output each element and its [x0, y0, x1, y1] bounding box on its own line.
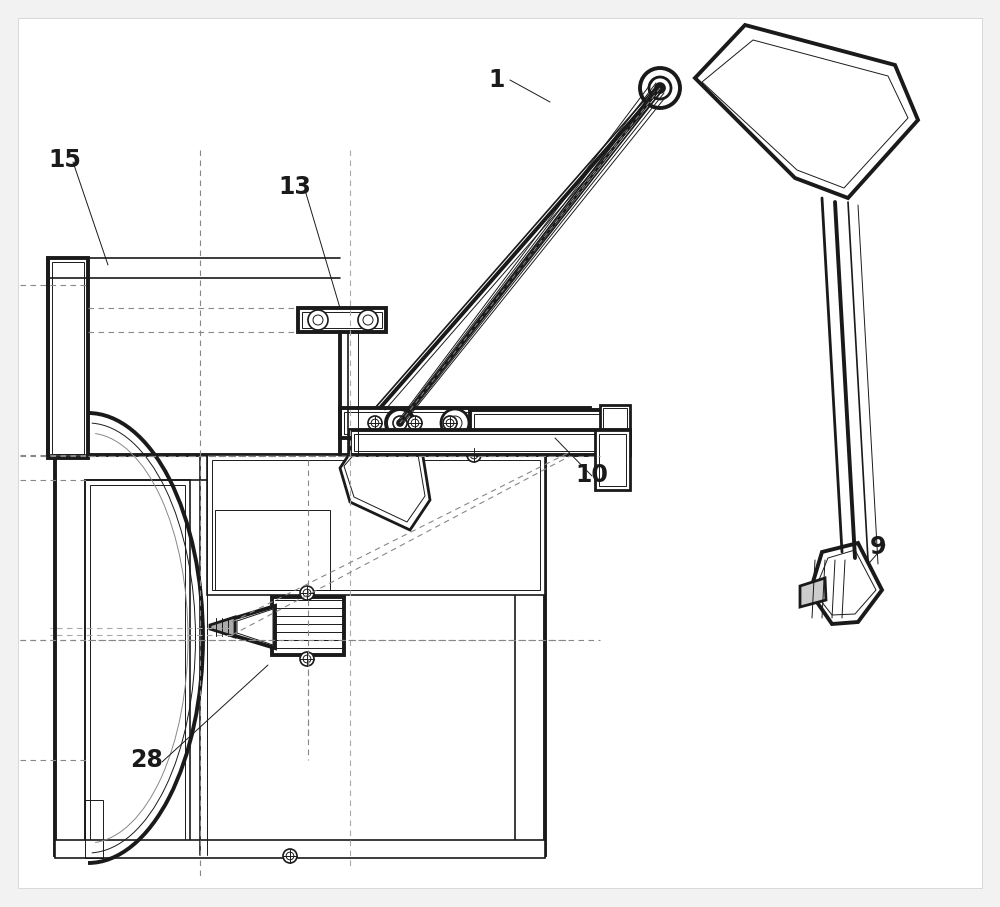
Circle shape: [443, 416, 457, 430]
Circle shape: [368, 416, 382, 430]
Bar: [350, 430, 630, 455]
Circle shape: [300, 652, 314, 666]
Circle shape: [467, 448, 481, 462]
Text: 28: 28: [130, 748, 163, 772]
Circle shape: [655, 83, 665, 93]
Bar: [354, 434, 626, 451]
Text: 1: 1: [488, 68, 504, 92]
Circle shape: [408, 416, 422, 430]
Bar: [272, 597, 344, 655]
Circle shape: [283, 849, 297, 863]
Bar: [52, 262, 84, 454]
Bar: [599, 434, 626, 486]
Circle shape: [386, 409, 414, 437]
Polygon shape: [232, 606, 275, 648]
Bar: [603, 408, 627, 437]
Bar: [600, 405, 630, 440]
Circle shape: [308, 310, 328, 330]
Bar: [48, 258, 88, 458]
Bar: [55, 840, 545, 858]
Bar: [595, 430, 630, 490]
Bar: [85, 480, 515, 850]
Text: 13: 13: [278, 175, 311, 199]
Polygon shape: [800, 578, 826, 607]
Polygon shape: [695, 25, 918, 198]
Circle shape: [441, 409, 469, 437]
Polygon shape: [810, 543, 882, 624]
Bar: [340, 408, 590, 438]
Polygon shape: [340, 438, 430, 530]
Text: 10: 10: [575, 463, 608, 487]
Bar: [474, 414, 601, 431]
Polygon shape: [210, 617, 235, 637]
Text: 15: 15: [48, 148, 81, 172]
Bar: [302, 312, 382, 328]
Text: 9: 9: [870, 535, 887, 559]
Bar: [85, 480, 190, 850]
Bar: [470, 410, 605, 435]
Circle shape: [300, 586, 314, 600]
Circle shape: [358, 310, 378, 330]
Bar: [298, 308, 386, 332]
Bar: [207, 455, 545, 595]
Bar: [55, 455, 545, 855]
Bar: [212, 460, 540, 590]
Bar: [90, 485, 185, 845]
Circle shape: [397, 420, 403, 426]
Bar: [215, 510, 330, 590]
Bar: [344, 412, 586, 434]
Circle shape: [640, 68, 680, 108]
Bar: [85, 800, 103, 858]
